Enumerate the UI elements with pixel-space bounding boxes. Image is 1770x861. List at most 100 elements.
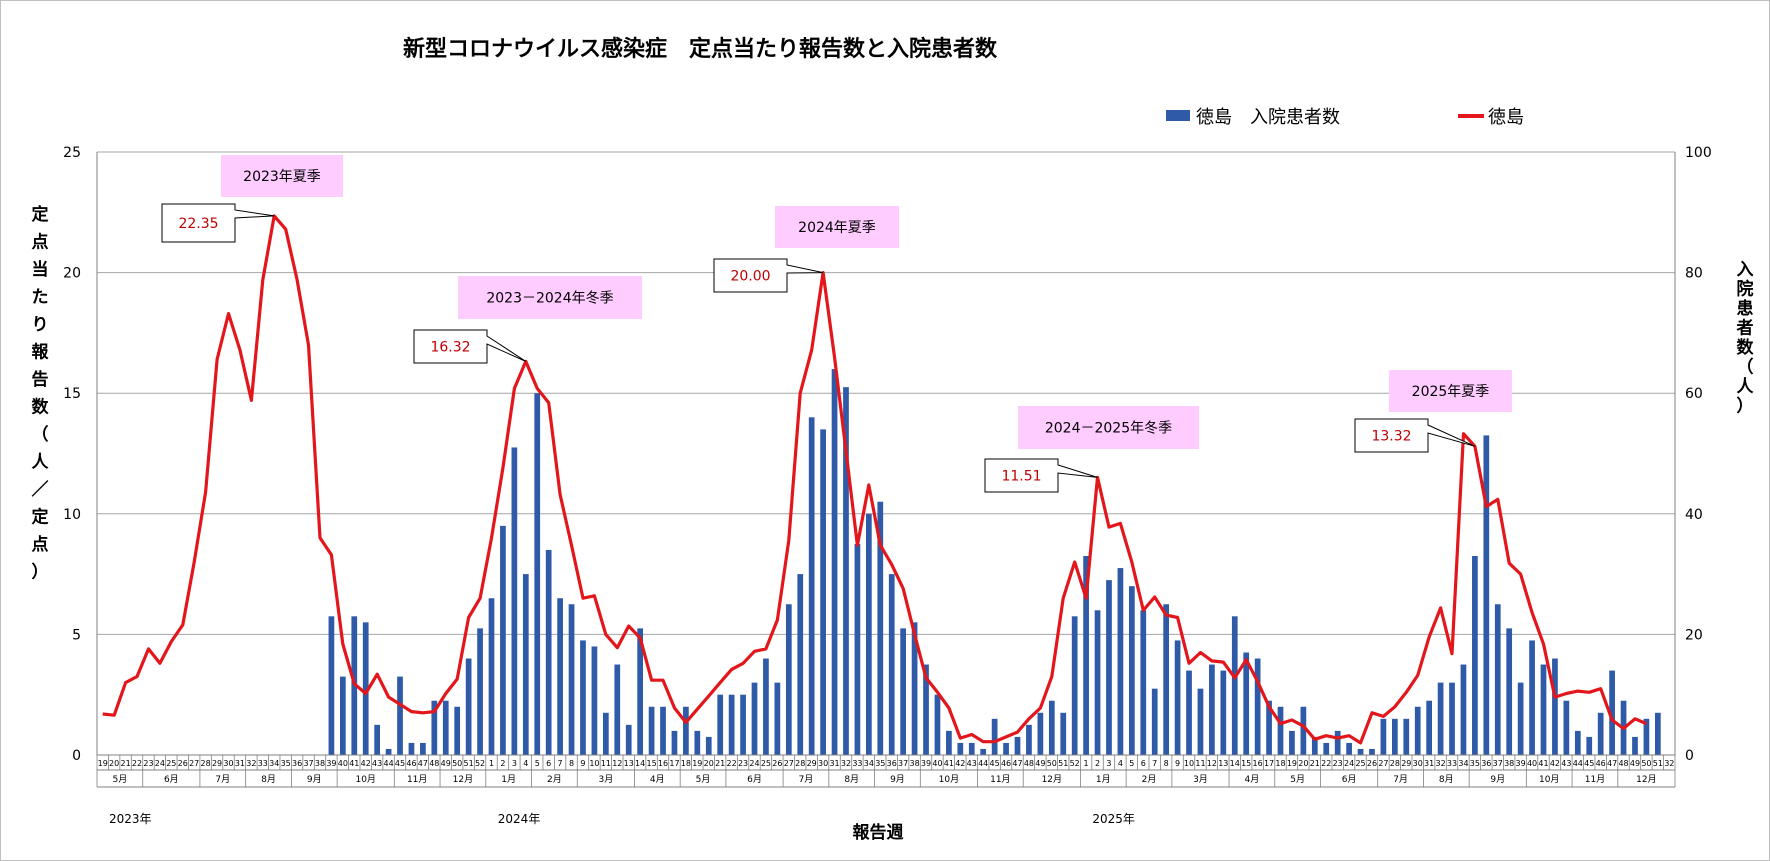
- bar: [1300, 706, 1307, 755]
- week-tick-label: 34: [1458, 759, 1468, 768]
- bar: [671, 730, 678, 755]
- week-tick-label: 12: [612, 759, 622, 768]
- month-label: 10月: [939, 774, 959, 785]
- week-tick-label: 5: [1129, 759, 1134, 768]
- left-tick-label: 25: [63, 145, 81, 161]
- week-tick-label: 27: [1378, 759, 1388, 768]
- week-tick-label: 17: [669, 759, 679, 768]
- bar: [1517, 682, 1524, 755]
- year-label: 2023年: [109, 812, 152, 826]
- month-label: 11月: [407, 774, 427, 785]
- y-axis-right-title-char: 患: [1737, 299, 1754, 319]
- month-label: 4月: [1245, 774, 1260, 785]
- bar: [1197, 688, 1204, 755]
- week-tick-label: 42: [1550, 759, 1560, 768]
- bar: [637, 628, 644, 755]
- bar: [843, 387, 849, 755]
- bar: [1369, 748, 1375, 755]
- month-label: 8月: [1439, 774, 1454, 785]
- week-tick-label: 9: [580, 759, 585, 768]
- week-tick-label: 44: [978, 759, 988, 768]
- bar: [1037, 712, 1044, 755]
- bar: [328, 616, 335, 755]
- peak-value-label: 13.32: [1371, 429, 1411, 445]
- bar: [660, 706, 666, 755]
- bar: [1346, 742, 1352, 755]
- week-tick-label: 48: [429, 759, 439, 768]
- bar: [1586, 736, 1593, 755]
- week-tick-label: 34: [864, 759, 874, 768]
- bar: [1403, 718, 1410, 755]
- week-tick-label: 26: [1367, 759, 1377, 768]
- month-label: 11月: [990, 774, 1010, 785]
- month-label: 10月: [1539, 774, 1559, 785]
- week-tick-label: 2: [500, 759, 505, 768]
- week-tick-label: 6: [1141, 759, 1146, 768]
- week-tick-label: 20: [704, 759, 714, 768]
- bar: [522, 574, 529, 755]
- week-tick-label: 38: [1504, 759, 1514, 768]
- week-tick-label: 34: [269, 759, 279, 768]
- bar: [1071, 616, 1078, 755]
- y-axis-right-title-char: ）: [1737, 396, 1754, 417]
- week-tick-label: 25: [761, 759, 771, 768]
- week-tick-label: 23: [738, 759, 748, 768]
- week-tick-label: 30: [223, 759, 233, 768]
- bar: [568, 604, 575, 755]
- y-axis-right-title-char: 者: [1736, 318, 1754, 339]
- week-tick-label: 51: [1058, 759, 1068, 768]
- week-tick-label: 8: [569, 759, 574, 768]
- bar: [1483, 435, 1490, 755]
- month-label: 1月: [1096, 774, 1111, 785]
- y-axis-left-title-char: た: [32, 288, 49, 308]
- month-label: 4月: [650, 774, 665, 785]
- bar: [1060, 712, 1067, 755]
- week-tick-label: 45: [395, 759, 405, 768]
- y-axis-left-title-char: 定: [32, 204, 49, 225]
- legend: 徳島 入院患者数 徳島: [1166, 107, 1524, 128]
- week-tick-label: 35: [875, 759, 885, 768]
- week-tick-label: 50: [1641, 759, 1651, 768]
- y-axis-left-title: 定点当たり報告数（人／定点）: [32, 204, 50, 583]
- week-tick-label: 10: [589, 759, 599, 768]
- bar: [1632, 736, 1638, 755]
- value-callout-box: [1354, 418, 1476, 453]
- bar: [500, 525, 506, 755]
- month-label: 6月: [1342, 774, 1357, 785]
- y-axis-left-title-char: ）: [32, 562, 49, 583]
- season-label-box: [458, 276, 642, 319]
- week-tick-label: 32: [1664, 759, 1674, 768]
- bar: [431, 700, 438, 755]
- week-tick-label: 51: [464, 759, 474, 768]
- week-tick-label: 10: [1184, 759, 1194, 768]
- y-axis-right-title: 入院患者数（人）: [1736, 260, 1755, 417]
- week-tick-label: 40: [1527, 759, 1537, 768]
- bar: [683, 706, 689, 755]
- season-label: 2024年夏季: [798, 220, 876, 236]
- week-tick-label: 26: [772, 759, 782, 768]
- left-tick-label: 20: [63, 266, 81, 282]
- week-tick-label: 40: [932, 759, 942, 768]
- week-tick-label: 42: [955, 759, 965, 768]
- month-label: 8月: [844, 774, 859, 785]
- y-axis-left-title-char: ／: [32, 479, 49, 500]
- legend-line-label: 徳島: [1488, 107, 1524, 128]
- week-tick-label: 36: [887, 759, 897, 768]
- week-tick-label: 15: [1241, 759, 1251, 768]
- right-tick-label: 0: [1685, 748, 1694, 764]
- y-axis-left-title-char: 告: [32, 369, 49, 390]
- week-tick-label: 39: [1516, 759, 1526, 768]
- left-axis-ticks: 0 5 10 15 20 25: [63, 145, 81, 764]
- bar: [946, 730, 952, 755]
- season-label-box: [1018, 406, 1199, 449]
- left-tick-label: 5: [72, 627, 81, 643]
- bar: [785, 604, 792, 755]
- bar: [1094, 610, 1101, 755]
- bar: [614, 664, 621, 755]
- week-tick-label: 32: [1435, 759, 1445, 768]
- chart-title: 新型コロナウイルス感染症 定点当たり報告数と入院患者数: [403, 36, 998, 62]
- annotations: 2023年夏季 22.35 2023－2024年冬季 16.32 2024年夏季 20.0…: [161, 155, 1512, 493]
- peak-value-label: 11.51: [1001, 469, 1041, 485]
- week-tick-label: 16: [1253, 759, 1263, 768]
